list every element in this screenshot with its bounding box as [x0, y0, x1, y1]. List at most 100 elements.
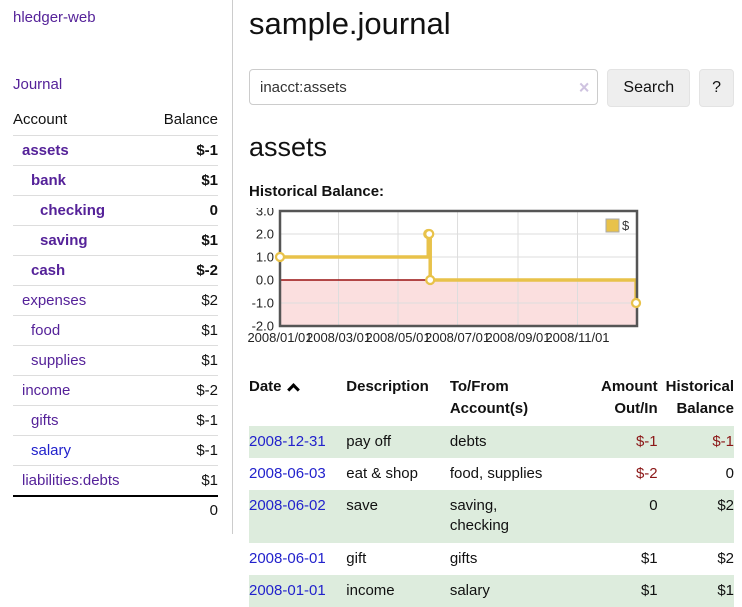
account-row: assets $-1	[13, 135, 218, 166]
account-balance: $-1	[148, 405, 218, 436]
svg-text:$: $	[622, 218, 630, 233]
account-link-assets[interactable]: assets	[22, 142, 69, 159]
register-header-balance: Historical Balance	[665, 378, 734, 417]
app-brand-link[interactable]: hledger-web	[13, 9, 96, 26]
account-balance: $-2	[148, 375, 218, 406]
transaction-balance: $1	[717, 581, 734, 599]
accounts-header-row: Account Balance	[13, 109, 218, 136]
account-row: income $-2	[13, 375, 218, 406]
table-row: 2008-06-03 eat & shop food, supplies $-2…	[249, 458, 734, 490]
account-balance: $1	[148, 465, 218, 496]
transaction-description: pay off	[346, 432, 392, 450]
search-form: × Search ?	[249, 69, 734, 107]
account-link-bank[interactable]: bank	[31, 172, 67, 189]
transaction-date-link[interactable]: 2008-01-01	[249, 581, 326, 599]
transaction-accounts: food, supplies	[449, 464, 543, 482]
account-row: saving $1	[13, 225, 218, 256]
transaction-accounts: saving, checking	[449, 497, 510, 535]
account-link-checking[interactable]: checking	[40, 202, 106, 219]
historical-balance-chart: $3.0 2.0 1.0 0.0 -1.0 -2.02008/01/012008/03/0…	[247, 204, 642, 345]
chart-title: Historical Balance:	[249, 183, 385, 200]
account-balance: $-1	[148, 435, 218, 466]
search-input[interactable]	[249, 69, 599, 105]
transaction-description: income	[346, 581, 395, 599]
account-link-cash[interactable]: cash	[31, 262, 66, 279]
svg-text:-2.0: -2.0	[252, 319, 274, 334]
account-link-income[interactable]: income	[22, 382, 71, 399]
transaction-amount: $-2	[635, 464, 658, 482]
transaction-date-link[interactable]: 2008-06-02	[249, 497, 326, 514]
transaction-amount: $1	[640, 581, 658, 599]
table-row: 2008-12-31 pay off debts $-1 $-1	[249, 425, 734, 458]
account-row: supplies $1	[13, 345, 218, 376]
svg-text:0.0: 0.0	[256, 273, 274, 288]
account-heading: assets	[249, 132, 328, 162]
page-title: sample.journal	[249, 6, 451, 41]
transaction-description: gift	[346, 549, 367, 567]
account-balance: $1	[148, 315, 218, 346]
svg-text:3.0: 3.0	[256, 208, 274, 219]
account-balance: $-1	[148, 135, 218, 166]
account-link-supplies[interactable]: supplies	[31, 352, 87, 369]
table-row: 2008-06-02 save saving, checking 0 $2	[249, 490, 734, 543]
account-balance: $1	[148, 225, 218, 256]
transaction-amount: $1	[640, 549, 658, 567]
account-row: cash $-2	[13, 255, 218, 286]
account-row: checking 0	[13, 195, 218, 226]
accounts-total-value: 0	[148, 495, 218, 524]
account-balance: $1	[148, 165, 218, 196]
table-row: 2008-06-01 gift gifts $1 $2	[249, 543, 734, 575]
account-row: gifts $-1	[13, 405, 218, 436]
accounts-header-account: Account	[13, 111, 68, 128]
sidebar: hledger-web Journal Account Balance asse…	[0, 0, 233, 534]
account-link-food[interactable]: food	[31, 322, 61, 339]
svg-text:-1.0: -1.0	[252, 296, 274, 311]
transaction-balance: $2	[717, 497, 734, 514]
transaction-date-link[interactable]: 2008-12-31	[249, 432, 326, 450]
transaction-date-link[interactable]: 2008-06-03	[249, 464, 326, 482]
sidebar-item-journal[interactable]: Journal	[13, 76, 63, 93]
transaction-amount: $-1	[635, 432, 658, 450]
clear-search-icon[interactable]: ×	[578, 77, 590, 98]
svg-text:2.0: 2.0	[256, 227, 274, 242]
register-table: Date Description To/From Account(s) Amou…	[249, 374, 734, 607]
svg-text:1.0: 1.0	[256, 250, 274, 265]
accounts-total-row: 0	[13, 495, 218, 524]
account-row: food $1	[13, 315, 218, 346]
account-balance: $1	[148, 345, 218, 376]
svg-text:2008/01/01: 2008/01/01	[247, 330, 312, 345]
account-link-liabilities-debts[interactable]: liabilities:debts	[22, 472, 120, 489]
account-link-gifts[interactable]: gifts	[31, 412, 59, 429]
register-header-row: Date Description To/From Account(s) Amou…	[249, 374, 734, 426]
transaction-balance: $-1	[712, 432, 734, 450]
account-balance: 0	[148, 195, 218, 226]
account-row: bank $1	[13, 165, 218, 196]
search-button[interactable]: Search	[607, 69, 691, 107]
account-link-saving[interactable]: saving	[40, 232, 88, 249]
account-link-expenses[interactable]: expenses	[22, 292, 87, 309]
account-row: liabilities:debts $1	[13, 465, 218, 496]
svg-text:2008/07/01: 2008/07/01	[425, 330, 490, 345]
account-balance: $2	[148, 285, 218, 316]
svg-text:2008/05/01: 2008/05/01	[365, 330, 430, 345]
table-row: 2008-01-01 income salary $1 $1	[249, 574, 734, 607]
help-button[interactable]: ?	[699, 69, 734, 107]
transaction-accounts: debts	[449, 432, 487, 450]
accounts-header-balance: Balance	[163, 111, 218, 128]
search-box: ×	[249, 69, 599, 107]
transaction-date-link[interactable]: 2008-06-01	[249, 549, 326, 567]
transaction-balance: $2	[717, 549, 734, 567]
account-balance: $-2	[148, 255, 218, 286]
svg-text:2008/03/01: 2008/03/01	[306, 330, 371, 345]
register-header-description: Description	[346, 378, 429, 395]
register-header-date[interactable]: Date	[249, 374, 346, 426]
chart-wrap: $3.0 2.0 1.0 0.0 -1.0 -2.0 2008/01/01 2008/03/0…	[244, 204, 734, 354]
svg-text:2008/09/01: 2008/09/01	[485, 330, 550, 345]
transaction-balance: 0	[725, 464, 734, 482]
transaction-accounts: gifts	[449, 549, 478, 567]
account-link-salary[interactable]: salary	[31, 442, 72, 459]
register-header-accounts: To/From Account(s)	[449, 378, 529, 417]
sort-ascending-icon	[286, 383, 300, 396]
account-row: expenses $2	[13, 285, 218, 316]
